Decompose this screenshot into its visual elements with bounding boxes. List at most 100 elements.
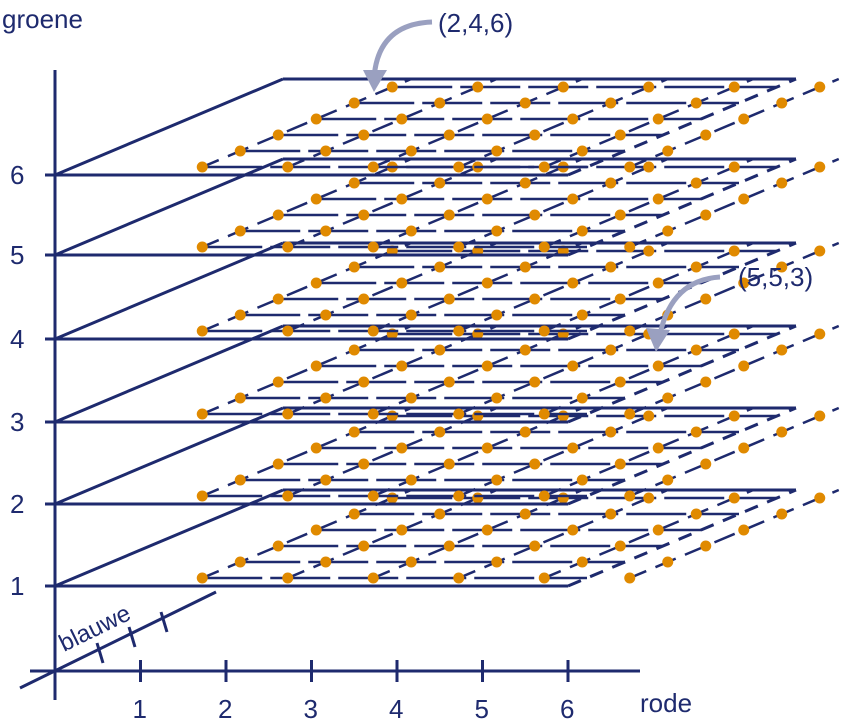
- lattice-point: [272, 293, 284, 305]
- lattice-point: [453, 408, 465, 420]
- lattice-point: [443, 129, 455, 141]
- lattice-point: [405, 556, 417, 568]
- green-tick-label: 6: [10, 160, 24, 190]
- lattice-point: [320, 556, 332, 568]
- lattice-point: [491, 145, 503, 157]
- lattice-col-line: [539, 406, 754, 499]
- lattice-point: [320, 145, 332, 157]
- lattice-point: [396, 442, 408, 454]
- lattice-col-line: [197, 241, 412, 334]
- lattice-point: [348, 426, 360, 438]
- lattice-point: [662, 392, 674, 404]
- annotation-label-5-5-3: (5,5,3): [738, 262, 813, 292]
- lattice-point: [196, 161, 208, 173]
- layer-3: [54, 324, 840, 424]
- lattice-point: [738, 524, 750, 536]
- annotation-arrow-5-5-3: [657, 274, 721, 335]
- lattice-point: [234, 392, 246, 404]
- lattice-point: [320, 309, 332, 321]
- lattice-point: [643, 245, 655, 257]
- lattice-point: [643, 492, 655, 504]
- lattice-point: [776, 508, 788, 520]
- lattice-point: [776, 97, 788, 109]
- lattice-point: [700, 458, 712, 470]
- lattice-point: [576, 556, 588, 568]
- red-axis-label: rode: [640, 688, 692, 718]
- blue-axis-label: blauwe: [55, 600, 135, 658]
- layer-group: [54, 77, 840, 588]
- lattice-col-line: [454, 406, 669, 499]
- lattice-point: [234, 556, 246, 568]
- lattice-point: [196, 241, 208, 253]
- lattice-point: [529, 129, 541, 141]
- lattice-col-line: [197, 157, 412, 250]
- lattice-col-line: [454, 324, 669, 417]
- lattice-point: [367, 241, 379, 253]
- lattice-point: [557, 492, 569, 504]
- lattice-point: [690, 177, 702, 189]
- lattice-point: [196, 408, 208, 420]
- lattice-point: [529, 209, 541, 221]
- lattice-point: [529, 293, 541, 305]
- lattice-point: [396, 360, 408, 372]
- lattice-point: [272, 376, 284, 388]
- layer-left-edge: [54, 406, 284, 506]
- lattice-point: [491, 309, 503, 321]
- lattice-point: [605, 344, 617, 356]
- lattice-point: [358, 540, 370, 552]
- lattice-point: [557, 81, 569, 93]
- lattice-point: [358, 376, 370, 388]
- lattice-point: [519, 261, 531, 273]
- lattice-point: [481, 360, 493, 372]
- lattice-point: [358, 209, 370, 221]
- lattice-point: [643, 161, 655, 173]
- lattice-point: [386, 81, 398, 93]
- lattice-point: [348, 177, 360, 189]
- lattice-point: [472, 81, 484, 93]
- lattice-point: [320, 225, 332, 237]
- blue-tick: [95, 642, 105, 664]
- lattice-point: [728, 81, 740, 93]
- lattice-point: [605, 508, 617, 520]
- lattice-point: [310, 524, 322, 536]
- lattice-point: [776, 344, 788, 356]
- lattice-point: [491, 474, 503, 486]
- lattice-point: [814, 161, 826, 173]
- lattice-point: [519, 344, 531, 356]
- layer-right-edge: [567, 324, 797, 424]
- lattice-point: [814, 245, 826, 257]
- lattice-point: [700, 209, 712, 221]
- lattice-point: [576, 309, 588, 321]
- lattice-col-line: [283, 324, 498, 417]
- layer-5: [54, 157, 840, 257]
- lattice-col-line: [368, 241, 583, 334]
- lattice-point: [700, 540, 712, 552]
- lattice-point: [434, 261, 446, 273]
- lattice-col-line: [368, 324, 583, 417]
- red-tick-label: 5: [475, 694, 489, 724]
- lattice-point: [196, 572, 208, 584]
- layer-right-edge: [567, 406, 797, 506]
- layer-left-edge: [54, 241, 284, 341]
- lattice-point: [320, 392, 332, 404]
- lattice-point: [434, 508, 446, 520]
- lattice-point: [624, 241, 636, 253]
- lattice-point: [576, 474, 588, 486]
- green-tick-label: 2: [10, 489, 24, 519]
- green-tick-label: 3: [10, 407, 24, 437]
- lattice-point: [481, 442, 493, 454]
- lattice-point: [567, 524, 579, 536]
- lattice-point: [576, 392, 588, 404]
- lattice-point: [472, 410, 484, 422]
- lattice-point: [396, 193, 408, 205]
- lattice-point: [643, 410, 655, 422]
- lattice-point: [272, 540, 284, 552]
- annotation-label-2-4-6: (2,4,6): [438, 8, 513, 38]
- lattice-point: [567, 442, 579, 454]
- lattice-point: [624, 408, 636, 420]
- lattice-point: [453, 325, 465, 337]
- lattice-point: [690, 344, 702, 356]
- lattice-point: [652, 442, 664, 454]
- layer-6: [54, 77, 840, 177]
- lattice-point: [367, 572, 379, 584]
